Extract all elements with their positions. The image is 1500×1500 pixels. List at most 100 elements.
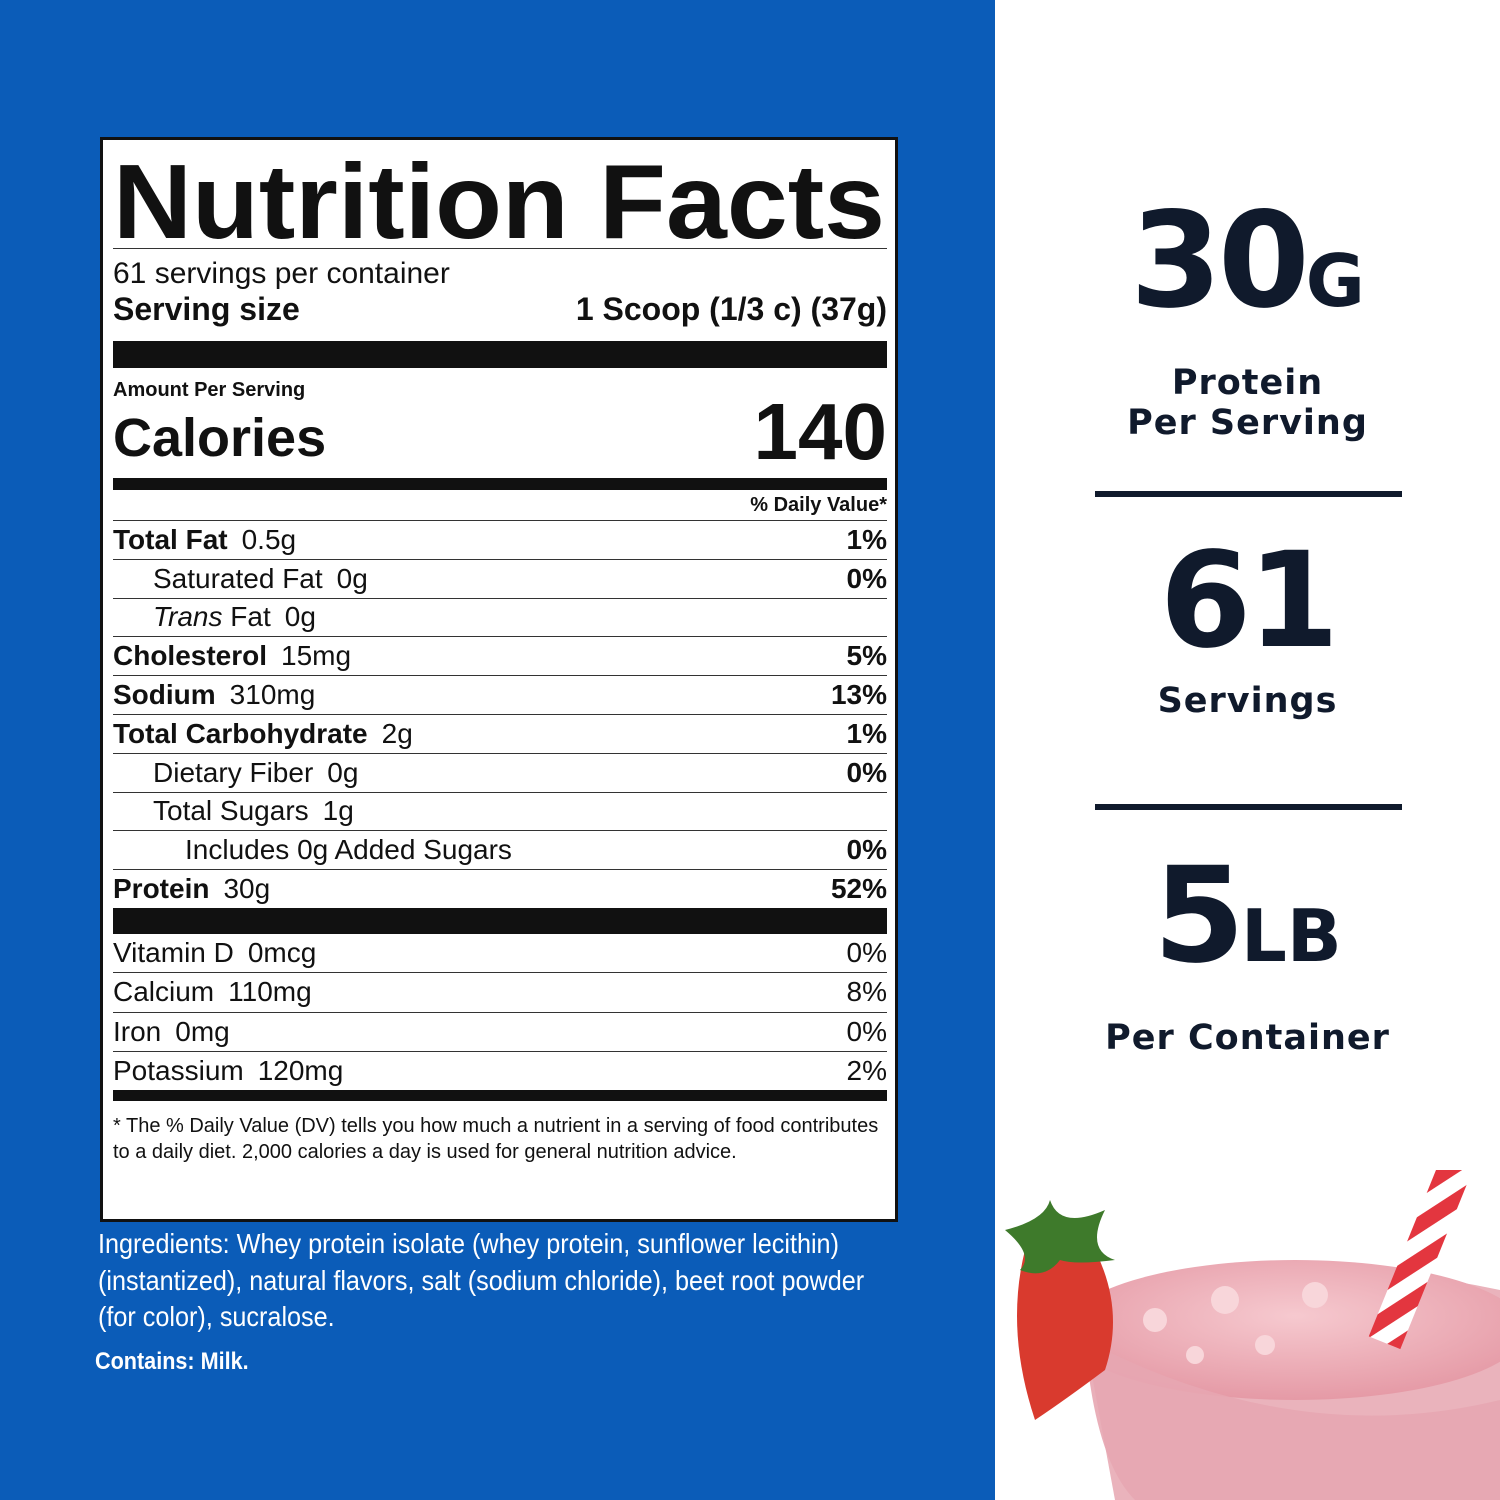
stat-value-line: 61 — [995, 535, 1500, 667]
nutrient-row: Trans Fat 0g — [113, 599, 887, 638]
nutrient-dv: 52% — [830, 873, 887, 905]
nutrient-name-group: Total Carbohydrate 2g — [113, 718, 413, 750]
nutrient-dv: 5% — [846, 640, 887, 672]
nutrient-dv: 0% — [846, 562, 887, 594]
vitamin-amount: 120mg — [257, 1055, 344, 1086]
vitamin-row: Calcium 110mg 8% — [113, 973, 887, 1013]
nutrient-amount: 0g — [327, 756, 359, 788]
nutrient-name-group: Total Sugars 1g — [153, 795, 354, 827]
footnote: * The % Daily Value (DV) tells you how m… — [113, 1115, 879, 1164]
stat-caption: Protein Per Serving — [995, 363, 1500, 443]
vitamin-name: Potassium — [113, 1055, 244, 1086]
vitamin-row: Potassium 120mg 2% — [113, 1052, 887, 1090]
serving-size-label: Serving size — [113, 291, 300, 327]
vitamin-row: Iron 0mg 0% — [113, 1013, 887, 1052]
calories-value: 140 — [753, 387, 887, 476]
stat-unit: G — [1305, 239, 1365, 323]
nutrient-row: Total Sugars 1g — [113, 793, 887, 832]
vitamin-dv: 0% — [846, 937, 887, 969]
nutrient-name-group: Dietary Fiber 0g — [153, 757, 358, 789]
nutrient-name: Fat — [230, 601, 271, 633]
vitamin-dv: 2% — [846, 1055, 887, 1086]
stat: 61 Servings — [995, 535, 1500, 721]
stat-value-line: 5LB — [995, 850, 1500, 1002]
milkshake-illustration — [1005, 1170, 1500, 1500]
nutrient-name: Total Fat — [113, 523, 228, 555]
nutrient-name: Dietary Fiber — [153, 756, 314, 788]
divider — [113, 248, 887, 249]
nutrient-amount: 0g — [284, 601, 316, 633]
vitamin-name-group: Calcium 110mg — [113, 976, 312, 1008]
stat-caption-line: Per Container — [1105, 1018, 1390, 1058]
vitamin-list: Vitamin D 0mcg 0% Calcium 110mg 8% Iron 0mg 0… — [113, 934, 887, 1090]
divider-thick — [113, 341, 887, 368]
vitamin-dv: 8% — [846, 976, 887, 1008]
serving-size-value: 1 Scoop (1/3 c) (37g) — [575, 291, 887, 327]
nutrient-name: Total Carbohydrate — [113, 717, 368, 749]
nutrient-row: Total Carbohydrate 2g 1% — [113, 715, 887, 754]
stat-caption-line: Protein — [1171, 363, 1324, 403]
vitamin-amount: 0mcg — [247, 937, 317, 969]
nutrient-name-group: Includes 0g Added Sugars — [185, 834, 512, 866]
nutrient-amount: 15mg — [281, 640, 352, 672]
vitamin-name-group: Iron 0mg — [113, 1016, 230, 1048]
stat-caption-line: Per Serving — [1127, 403, 1368, 443]
stat-caption-line: Servings — [1157, 681, 1338, 721]
calories: Calories 140 — [113, 392, 887, 472]
nutrient-amount: 1g — [322, 795, 354, 827]
nutrient-dv: 0% — [846, 834, 887, 866]
divider-medium — [113, 478, 887, 490]
nutrient-name: Protein — [113, 873, 210, 905]
nutrient-row: Total Fat 0.5g 1% — [113, 521, 887, 560]
nutrient-row: Includes 0g Added Sugars 0% — [113, 831, 887, 871]
separator — [1095, 804, 1402, 810]
stat: 5LB Per Container — [995, 850, 1500, 1058]
nutrient-name: Total Sugars — [153, 795, 309, 827]
calories-label: Calories — [113, 408, 327, 468]
stat-value: 61 — [1159, 524, 1340, 678]
nutrient-name: Sodium — [113, 679, 216, 711]
nutrient-row: Cholesterol 15mg 5% — [113, 637, 887, 677]
nutrient-row: Saturated Fat 0g 0% — [113, 560, 887, 599]
nutrient-dv: 1% — [846, 523, 887, 555]
stat-unit: LB — [1241, 894, 1342, 978]
nutrient-dv: 0% — [846, 756, 887, 788]
nutrient-row: Protein 30g 52% — [113, 870, 887, 908]
vitamin-dv: 0% — [846, 1015, 887, 1047]
label-title-box: Nutrition Facts — [113, 152, 885, 248]
nutrition-label: Nutrition Facts 61 servings per containe… — [100, 137, 898, 1222]
nutrient-amount: 310mg — [229, 679, 316, 711]
divider-thick — [113, 907, 887, 934]
vitamin-name: Iron — [113, 1015, 162, 1047]
nutrient-name-group: Cholesterol 15mg — [113, 640, 351, 672]
divider-medium — [113, 1090, 887, 1102]
nutrient-name: Saturated Fat — [153, 562, 323, 594]
vitamin-row: Vitamin D 0mcg 0% — [113, 934, 887, 974]
daily-value-header: % Daily Value* — [113, 490, 887, 521]
separator — [1095, 491, 1402, 497]
nutrient-name-group: Total Fat 0.5g — [113, 524, 296, 556]
nutrient-dv: 13% — [830, 679, 887, 711]
allergens: Contains: Milk. — [95, 1348, 249, 1375]
vitamin-amount: 110mg — [228, 976, 312, 1008]
stat-value-line: 30G — [995, 195, 1500, 347]
vitamin-name: Vitamin D — [113, 937, 234, 969]
amount-per-serving: Amount Per Serving — [113, 379, 306, 401]
stat-value: 30 — [1130, 184, 1310, 338]
nutrient-row: Dietary Fiber 0g 0% — [113, 754, 887, 793]
nutrient-amount: 0g — [336, 562, 368, 594]
nutrient-amount: 30g — [223, 873, 271, 905]
vitamin-name: Calcium — [113, 976, 215, 1008]
vitamin-name-group: Potassium 120mg — [113, 1055, 343, 1087]
nutrient-name-group: Trans Fat 0g — [153, 601, 316, 633]
vitamin-amount: 0mg — [175, 1015, 230, 1047]
stat: 30G Protein Per Serving — [995, 195, 1500, 443]
nutrient-amount: 0.5g — [241, 523, 297, 555]
stat-value: 5 — [1153, 839, 1245, 993]
nutrient-dv: 1% — [846, 717, 887, 749]
nutrient-name-group: Sodium 310mg — [113, 679, 315, 711]
nutrient-list: Total Fat 0.5g 1% Saturated Fat 0g 0% Trans … — [113, 521, 887, 908]
nutrient-name-group: Saturated Fat 0g — [153, 563, 368, 595]
nutrient-name-group: Protein 30g — [113, 873, 270, 905]
